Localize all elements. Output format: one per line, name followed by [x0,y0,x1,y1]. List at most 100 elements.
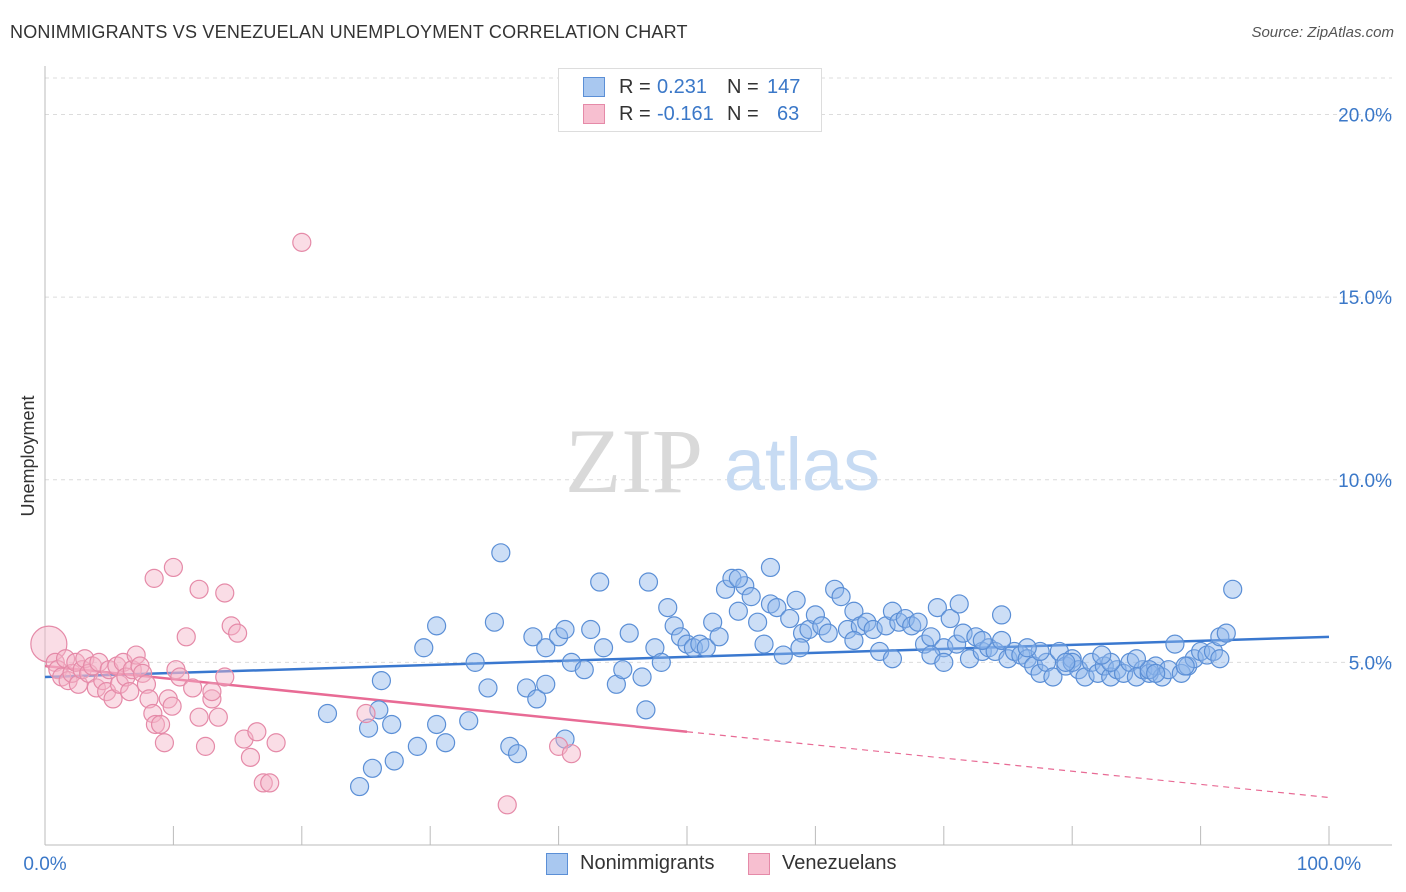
y-axis-label: Unemployment [18,395,38,516]
nonimmigrants-point [427,616,447,636]
nonimmigrants-point [632,667,652,687]
venezuelans-point [195,736,216,756]
venezuelans-point [356,703,376,724]
nonimmigrants-point [581,619,601,640]
nonimmigrants-point [670,627,691,647]
nonimmigrants-point [427,714,447,735]
nonimmigrants-point [972,630,992,651]
nonimmigrants-point [358,718,379,738]
nonimmigrants-point [715,579,736,599]
x-tick-label-end: 100.0% [1297,854,1362,875]
nonimmigrants-point [459,711,479,731]
legend-item-nonimmigrants[interactable]: Nonimmigrants [546,852,714,875]
r-label: R = [619,75,651,98]
nonimmigrants-point [805,605,826,625]
legend-swatch-blue [546,852,568,875]
venezuelans-point [202,681,222,702]
nonimmigrants-point [709,627,729,647]
nonimmigrants-point [812,616,832,636]
nonimmigrants-point [780,608,800,629]
venezuelans-point [189,579,209,599]
venezuelans-point [497,795,517,815]
venezuelans-point [150,714,171,735]
nonimmigrants-point [1043,667,1063,687]
nonimmigrants-point [790,638,810,658]
y-tick-label: 5.0% [1349,653,1392,674]
nonimmigrants-point [754,634,774,654]
watermark-zip: ZIP [565,410,703,512]
venezuelans-point [215,583,235,603]
venezuelans-point [170,667,190,687]
nonimmigrants-point [478,678,498,698]
nonimmigrants-point [638,572,659,592]
nonimmigrants-point [527,689,547,709]
venezuelans-point [208,707,228,727]
nonimmigrants-point [465,652,485,672]
legend-swatch-blue [583,77,605,97]
nonimmigrants-point [407,736,427,756]
nonimmigrants-point [949,594,969,614]
nonimmigrants-point [767,597,787,618]
nonimmigrants-point [914,634,935,654]
tick-labels: 5.0% 10.0% 15.0% 20.0% 0.0% 100.0% [23,106,1392,875]
nonimmigrants-point [1088,663,1108,683]
data-points [30,232,1243,815]
nonimmigrants-point [1056,652,1076,672]
venezuelans-point [154,733,175,753]
nonimmigrants-point [1126,649,1147,669]
nonimmigrants-point [590,572,610,592]
venezuelans-point [144,568,164,588]
legend-swatch-pink [583,104,605,124]
nonimmigrants-point [940,608,960,629]
venezuelans-point [89,652,109,672]
nonimmigrants-point [728,601,748,621]
r-label: R = [619,102,651,125]
legend-item-venezuelans[interactable]: Venezuelans [748,852,897,875]
venezuelans-point [62,663,82,683]
venezuelans-point [52,667,72,687]
legend-row-venezuelans: R = -0.161 N = 63 [583,101,799,127]
nonimmigrants-point [507,744,528,764]
nonimmigrants-point [1165,634,1185,654]
venezuelans-point [109,674,130,694]
nonimmigrants-point [837,619,858,640]
n-label: N = [727,75,759,98]
venezuelans-point [240,747,261,767]
n-label: N = [727,102,759,125]
source-label: Source: ZipAtlas.com [1251,24,1394,41]
nonimmigrants-point [773,645,793,665]
nonimmigrants-point [882,649,903,669]
venezuelans-point [202,689,222,709]
venezuelans-point [132,663,153,683]
nonimmigrants-point [536,674,556,694]
venezuelans-point [189,707,209,727]
nonimmigrants-point [735,576,755,596]
nonimmigrants-point [696,638,716,658]
nonimmigrants-point [1146,663,1166,683]
nonimmigrants-point [523,627,543,647]
nonimmigrants-point [786,590,806,610]
axes [44,66,1392,846]
nonimmigrants-point [384,751,404,771]
venezuelans-point [253,773,273,793]
nonimmigrants-point [1216,623,1236,643]
chart-title: NONIMMIGRANTS VS VENEZUELAN UNEMPLOYMENT… [10,22,688,42]
venezuelans-point [75,649,95,669]
nonimmigrants-point [349,776,370,797]
nonimmigrants-point [1175,656,1195,676]
nonimmigrants-point [902,616,922,636]
legend-label-venezuelans: Venezuelans [782,852,897,874]
nonimmigrants-point [1113,663,1134,683]
y-tick-label: 15.0% [1338,288,1392,309]
venezuelans-point [136,674,157,694]
r-value: -0.161 [657,102,714,125]
nonimmigrants-point [1210,649,1230,669]
nonimmigrants-point [889,612,909,632]
nonimmigrants-point [1139,660,1159,680]
venezuelans-point [561,744,582,764]
venezuelans-point [221,616,241,636]
nonimmigrants-point [574,660,594,680]
nonimmigrants-point [1011,645,1031,665]
nonimmigrants-point [1030,663,1050,683]
